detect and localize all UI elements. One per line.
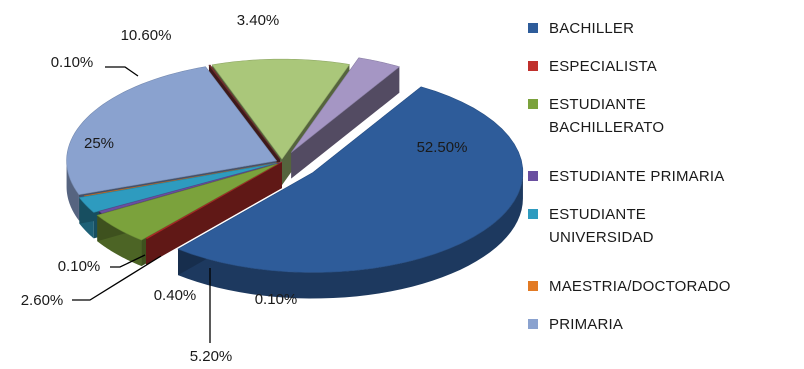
legend-swatch <box>528 281 538 291</box>
legend-swatch <box>528 171 538 181</box>
slice-unlabeled-9 <box>291 57 401 179</box>
data-label-estudiante-universidad: 2.60% <box>21 292 64 309</box>
legend-label: ESTUDIANTE <box>549 96 646 113</box>
legend-swatch <box>528 23 538 33</box>
legend-label: ESTUDIANTE <box>549 206 646 223</box>
slice-top-primaria <box>66 66 278 195</box>
data-label-especialista: 0.10% <box>255 291 298 308</box>
legend-swatch <box>528 319 538 329</box>
data-labels: 52.50% 0.10% 5.20% 0.40% 2.60% 0.10% 25% 0.10% 1… <box>21 12 468 365</box>
legend-swatch <box>528 209 538 219</box>
slice-top-unlabeled-8 <box>211 58 350 160</box>
legend-item-estudiante-bachillerato: ESTUDIANTE BACHILLERATO <box>528 96 664 136</box>
leader-unlabeled-7 <box>105 66 139 77</box>
legend-label: MAESTRIA/DOCTORADO <box>549 278 731 295</box>
legend-label: ESTUDIANTE PRIMARIA <box>549 168 725 185</box>
slice-top-estudiante-universidad <box>78 162 277 213</box>
legend: BACHILLER ESPECIALISTA ESTUDIANTE BACHILLER… <box>528 20 731 333</box>
slice-top-unlabeled-9 <box>291 57 401 153</box>
slice-especialista <box>145 161 283 265</box>
legend-label: BACHILLERATO <box>549 119 664 136</box>
leader-maestria-doctorado <box>110 254 146 268</box>
data-label-estudiante-bachillerato: 5.20% <box>190 348 233 365</box>
legend-item-estudiante-universidad: ESTUDIANTE UNIVERSIDAD <box>528 206 654 246</box>
legend-item-estudiante-primaria: ESTUDIANTE PRIMARIA <box>528 168 725 185</box>
pie-slices <box>66 57 524 299</box>
data-label-primaria: 25% <box>84 135 114 152</box>
data-label-unlabeled-7: 0.10% <box>51 54 94 71</box>
legend-swatch <box>528 99 538 109</box>
slice-wall-unlabeled-9 <box>291 66 400 179</box>
legend-item-especialista: ESPECIALISTA <box>528 58 657 75</box>
data-label-estudiante-primaria: 0.40% <box>154 287 197 304</box>
data-label-unlabeled-9: 3.40% <box>237 12 280 29</box>
slice-side-bachiller <box>177 172 523 299</box>
legend-swatch <box>528 61 538 71</box>
slice-wall-especialista <box>146 162 282 265</box>
legend-item-maestria-doctorado: MAESTRIA/DOCTORADO <box>528 278 731 295</box>
data-label-bachiller: 52.50% <box>417 139 468 156</box>
slice-top-unlabeled-7 <box>208 64 281 160</box>
data-label-unlabeled-8: 10.60% <box>121 27 172 44</box>
legend-label: ESPECIALISTA <box>549 58 657 75</box>
data-label-maestria-doctorado: 0.10% <box>58 258 101 275</box>
legend-item-primaria: PRIMARIA <box>528 316 623 333</box>
legend-label: UNIVERSIDAD <box>549 229 654 246</box>
slice-top-especialista <box>145 161 283 239</box>
leader-estudiante-universidad <box>72 255 162 301</box>
legend-item-bachiller: BACHILLER <box>528 20 634 37</box>
slice-top-estudiante-bachillerato <box>96 163 278 241</box>
slice-side-primaria <box>66 160 79 221</box>
slice-top-estudiante-primaria <box>98 161 283 214</box>
legend-label: PRIMARIA <box>549 316 623 333</box>
slice-top-bachiller <box>177 86 524 273</box>
slice-bachiller <box>177 86 524 299</box>
legend-label: BACHILLER <box>549 20 634 37</box>
leader-lines <box>72 66 211 343</box>
